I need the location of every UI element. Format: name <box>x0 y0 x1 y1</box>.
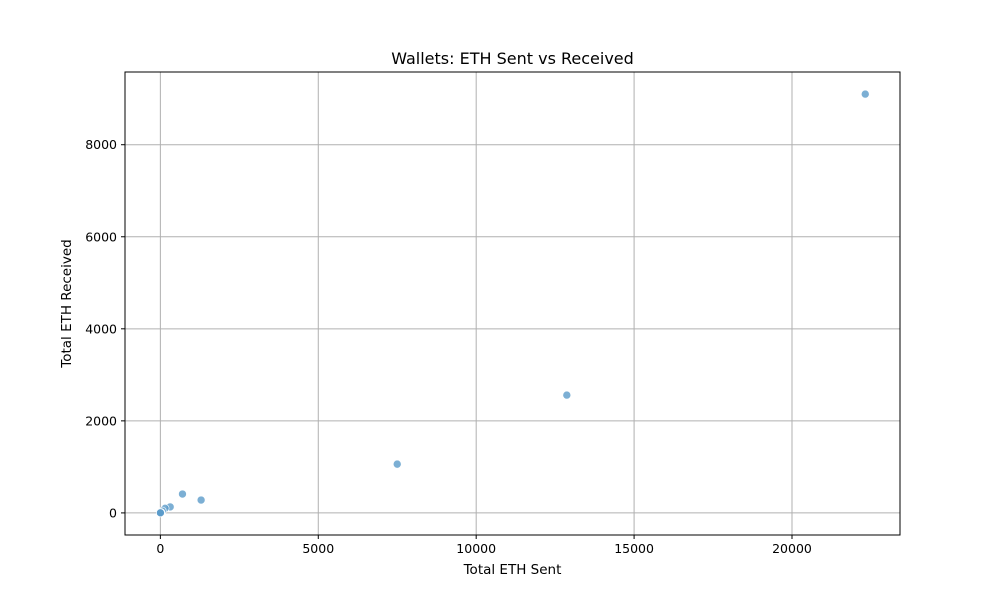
y-tick-label: 2000 <box>85 413 117 428</box>
y-tick-label: 8000 <box>85 137 117 152</box>
data-point <box>860 89 870 99</box>
y-tick-label: 0 <box>109 505 117 520</box>
x-tick-label: 20000 <box>772 541 812 556</box>
data-point <box>562 390 572 400</box>
x-tick-label: 5000 <box>302 541 334 556</box>
x-axis-label: Total ETH Sent <box>463 562 562 578</box>
chart-title: Wallets: ETH Sent vs Received <box>391 49 634 68</box>
grid-lines <box>125 72 900 535</box>
y-axis-ticks: 0 2000 4000 6000 8000 <box>85 137 125 520</box>
y-tick-label: 6000 <box>85 229 117 244</box>
data-point <box>196 495 206 505</box>
y-axis-label: Total ETH Received <box>59 239 75 368</box>
data-point <box>178 489 187 499</box>
scatter-points <box>156 89 870 518</box>
x-tick-label: 0 <box>156 541 164 556</box>
x-tick-label: 10000 <box>456 541 496 556</box>
x-tick-label: 15000 <box>614 541 654 556</box>
data-point <box>156 508 165 518</box>
plot-area-frame <box>124 71 901 536</box>
data-point <box>392 459 402 469</box>
y-tick-label: 4000 <box>85 321 117 336</box>
x-axis-ticks: 0 5000 10000 15000 20000 <box>156 535 812 556</box>
